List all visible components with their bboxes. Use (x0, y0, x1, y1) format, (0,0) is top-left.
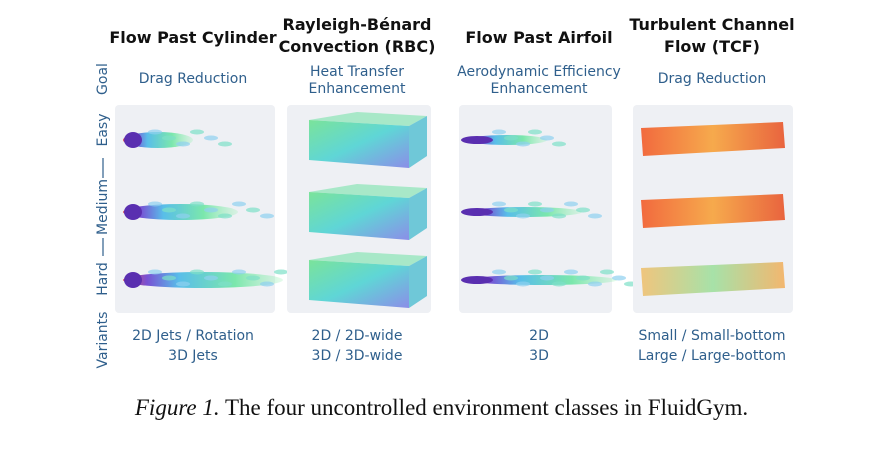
illustration (492, 129, 506, 135)
row-label: Medium (95, 179, 111, 235)
illustration (540, 275, 554, 281)
illustration (576, 207, 590, 213)
illustration (588, 281, 602, 287)
goal-text: Enhancement (308, 81, 406, 97)
illustration (564, 269, 578, 275)
illustration (232, 201, 246, 207)
illustration (309, 112, 427, 126)
illustration (564, 201, 578, 207)
illustration (124, 204, 142, 220)
illustration (190, 269, 204, 275)
illustration (176, 281, 190, 287)
illustration (641, 194, 785, 228)
illustration (641, 122, 785, 156)
illustration (260, 281, 274, 287)
illustration (124, 132, 142, 148)
illustration (190, 201, 204, 207)
illustration (504, 135, 518, 141)
illustration (309, 260, 409, 308)
illustration (148, 201, 162, 207)
illustration (218, 213, 232, 219)
illustration (588, 213, 602, 219)
illustration (218, 141, 232, 147)
illustration (528, 201, 542, 207)
variant-text: 3D / 3D-wide (311, 348, 403, 364)
illustration (516, 141, 530, 147)
illustration (528, 129, 542, 135)
illustration (552, 141, 566, 147)
column-title: Rayleigh-Bénard (282, 15, 432, 34)
caption: Figure 1. The four uncontrolled environm… (0, 395, 883, 421)
illustration (409, 256, 427, 308)
column-title: Flow Past Cylinder (109, 28, 277, 47)
illustration (641, 262, 785, 296)
variant-text: 2D (529, 328, 549, 344)
illustration (492, 201, 506, 207)
column-title: Flow Past Airfoil (465, 28, 613, 47)
illustration (148, 269, 162, 275)
illustration (516, 213, 530, 219)
illustration (461, 136, 493, 144)
illustration (204, 275, 218, 281)
caption-label: Figure 1. (134, 395, 220, 420)
row-label: Variants (95, 311, 111, 369)
illustration (309, 252, 427, 266)
illustration (176, 141, 190, 147)
illustration (492, 269, 506, 275)
illustration (612, 275, 626, 281)
goal-text: Heat Transfer (310, 64, 404, 80)
illustration (504, 275, 518, 281)
illustration (540, 135, 554, 141)
illustration (528, 269, 542, 275)
illustration (552, 213, 566, 219)
column-title: Flow (TCF) (664, 37, 760, 56)
illustration (409, 116, 427, 168)
variant-text: 2D / 2D-wide (311, 328, 403, 344)
illustration (246, 207, 260, 213)
illustration (124, 272, 142, 288)
column-title: Turbulent Channel (629, 15, 795, 34)
goal-text: Aerodynamic Efficiency (457, 64, 621, 80)
illustration (204, 207, 218, 213)
illustration (232, 269, 246, 275)
illustration (552, 281, 566, 287)
panels (115, 105, 793, 313)
goal-text: Drag Reduction (657, 71, 767, 87)
variant-text: 3D (529, 348, 549, 364)
illustration (274, 269, 288, 275)
illustration (204, 135, 218, 141)
illustration (309, 120, 409, 168)
goal-text: Drag Reduction (138, 71, 248, 87)
illustration (176, 213, 190, 219)
illustration (246, 275, 260, 281)
illustration (576, 275, 590, 281)
illustration (600, 269, 614, 275)
variant-text: 3D Jets (168, 348, 218, 364)
row-label: Easy (95, 113, 111, 147)
column-title: Convection (RBC) (278, 37, 436, 56)
illustration (309, 184, 427, 198)
illustration (162, 207, 176, 213)
variant-text: 2D Jets / Rotation (132, 328, 254, 344)
illustration (516, 281, 530, 287)
caption-text: The four uncontrolled environment classe… (219, 395, 749, 420)
variant-text: Small / Small-bottom (638, 328, 786, 344)
illustration (218, 281, 232, 287)
illustration (123, 272, 283, 288)
goal-text: Enhancement (490, 81, 588, 97)
variant-text: Large / Large-bottom (637, 348, 787, 364)
illustration (461, 208, 493, 216)
illustration (260, 213, 274, 219)
illustration (461, 276, 493, 284)
illustration (309, 192, 409, 240)
illustration (162, 135, 176, 141)
illustration (409, 188, 427, 240)
illustration (540, 207, 554, 213)
illustration (504, 207, 518, 213)
illustration (148, 129, 162, 135)
illustration (162, 275, 176, 281)
illustration (190, 129, 204, 135)
